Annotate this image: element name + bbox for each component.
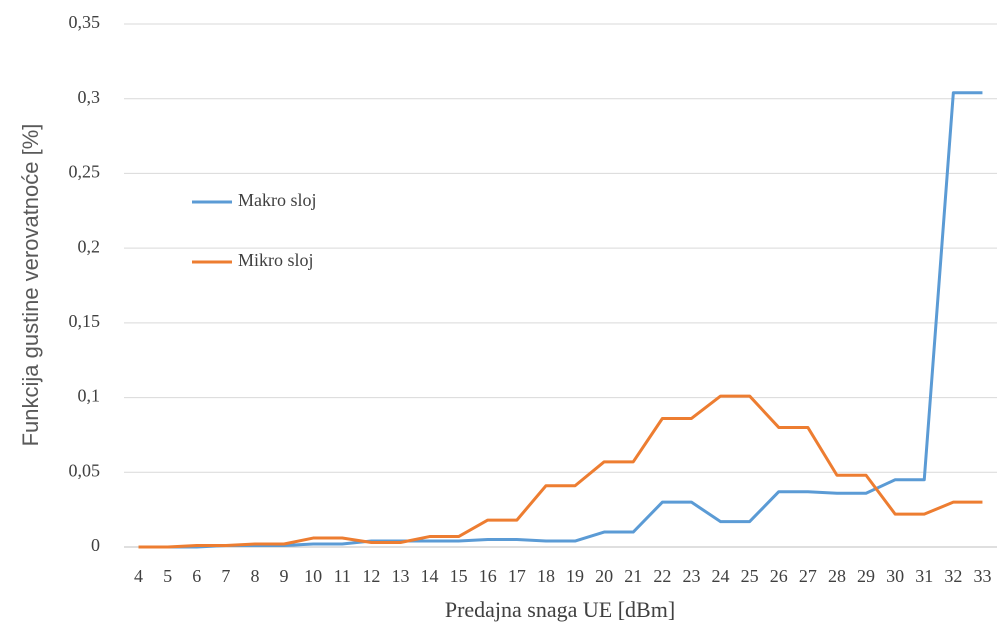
y-tick-label: 0,25 (69, 162, 101, 182)
x-tick-label: 4 (134, 566, 143, 586)
legend-label: Makro sloj (238, 190, 317, 210)
y-tick-label: 0,15 (69, 311, 101, 331)
x-tick-label: 28 (828, 566, 846, 586)
x-axis-title: Predajna snaga UE [dBm] (445, 597, 675, 622)
x-tick-label: 6 (192, 566, 201, 586)
y-tick-label: 0,3 (78, 87, 101, 107)
x-tick-label: 26 (770, 566, 788, 586)
x-tick-label: 11 (334, 566, 351, 586)
x-tick-label: 21 (624, 566, 642, 586)
x-tick-label: 10 (304, 566, 322, 586)
legend-label: Mikro sloj (238, 250, 314, 270)
x-tick-label: 18 (537, 566, 555, 586)
x-tick-label: 33 (973, 566, 991, 586)
y-tick-label: 0,05 (69, 460, 101, 480)
x-tick-label: 24 (712, 566, 730, 586)
x-tick-label: 19 (566, 566, 584, 586)
x-tick-label: 17 (508, 566, 526, 586)
x-tick-label: 5 (163, 566, 172, 586)
y-axis-title: Funkcija gustine verovatnoće [%] (18, 124, 43, 447)
x-tick-label: 31 (915, 566, 933, 586)
x-tick-label: 20 (595, 566, 613, 586)
data-line (138, 394, 983, 549)
data-line (138, 91, 983, 549)
x-tick-label: 27 (799, 566, 817, 586)
x-tick-label: 16 (479, 566, 497, 586)
y-tick-label: 0,1 (78, 386, 101, 406)
x-tick-label: 9 (280, 566, 289, 586)
x-tick-label: 32 (944, 566, 962, 586)
x-tick-label: 25 (741, 566, 759, 586)
x-tick-label: 29 (857, 566, 875, 586)
y-tick-label: 0,2 (78, 236, 101, 256)
x-tick-label: 8 (250, 566, 259, 586)
x-tick-label: 13 (391, 566, 409, 586)
x-tick-label: 15 (450, 566, 468, 586)
x-tick-label: 23 (682, 566, 700, 586)
x-tick-label: 22 (653, 566, 671, 586)
x-tick-label: 12 (362, 566, 380, 586)
x-tick-label: 14 (421, 566, 439, 586)
y-tick-label: 0 (91, 535, 100, 555)
y-tick-label: 0,35 (69, 12, 101, 32)
x-tick-label: 30 (886, 566, 904, 586)
x-tick-label: 7 (221, 566, 230, 586)
